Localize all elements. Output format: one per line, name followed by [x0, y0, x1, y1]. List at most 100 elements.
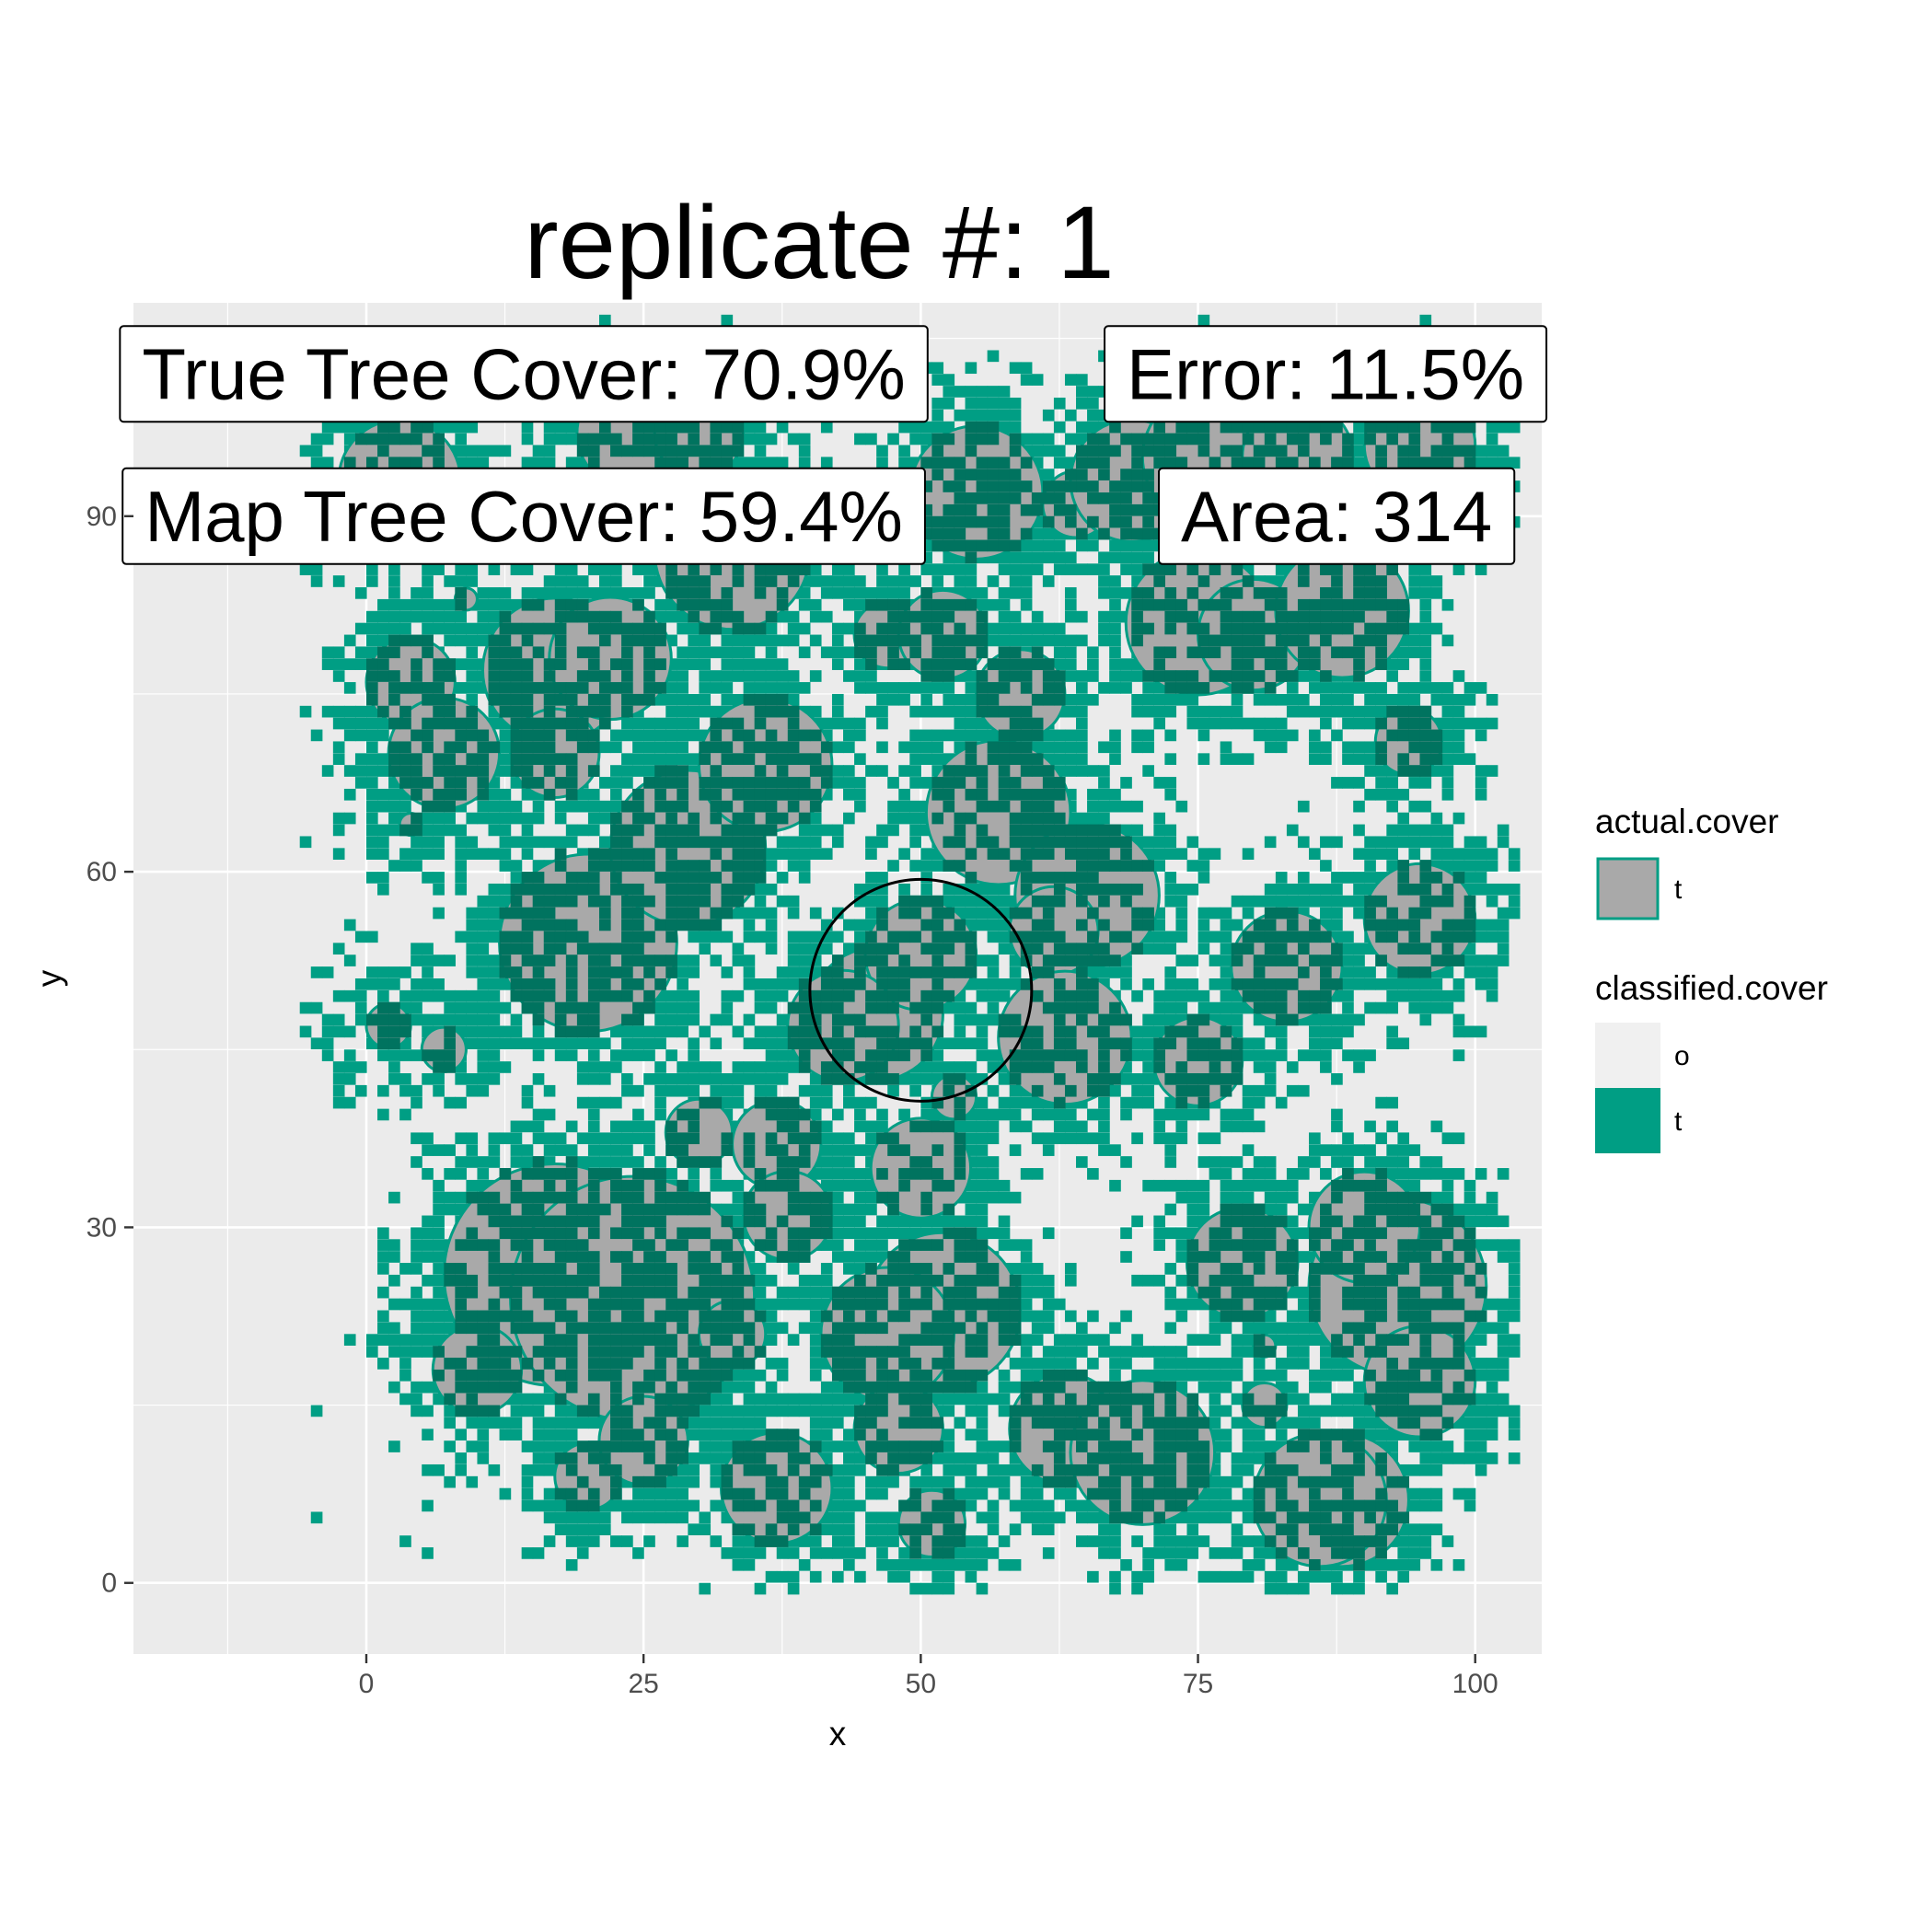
classified-cell — [754, 1417, 767, 1429]
classified-cell — [854, 919, 866, 931]
classified-cell — [809, 1417, 822, 1429]
classified-cell — [411, 1405, 422, 1417]
classified-cell — [499, 1487, 512, 1500]
classified-cell — [699, 693, 711, 706]
classified-cell — [998, 587, 1011, 599]
classified-cell — [965, 409, 978, 422]
classified-cell — [688, 646, 700, 659]
classified-cell — [576, 1061, 589, 1073]
classified-cell — [831, 836, 844, 849]
classified-cell — [422, 1381, 434, 1394]
classified-cell — [865, 872, 877, 884]
classified-cell — [554, 587, 567, 599]
classified-cell — [354, 1084, 367, 1097]
classified-cell — [699, 1073, 711, 1085]
classified-cell — [343, 1096, 356, 1109]
classified-cell — [1064, 741, 1077, 754]
classified-cell — [965, 1452, 978, 1464]
classified-cell — [865, 1511, 877, 1524]
classified-cell — [820, 717, 833, 730]
classified-cell — [854, 1096, 866, 1109]
classified-cell — [466, 1037, 479, 1050]
classified-cell — [488, 800, 501, 813]
classified-cell — [665, 741, 677, 754]
classified-cell — [444, 1191, 456, 1204]
classified-cell — [1009, 1381, 1022, 1394]
classified-cell — [699, 1523, 711, 1535]
classified-cell — [865, 1203, 877, 1216]
classified-cell — [831, 1215, 844, 1228]
classified-cell — [831, 931, 844, 943]
classified-cell — [976, 1487, 989, 1500]
classified-cell — [843, 598, 855, 611]
classified-cell — [621, 1120, 633, 1133]
classified-cell — [909, 421, 921, 434]
classified-cell — [987, 622, 1000, 635]
classified-cell — [576, 1547, 589, 1559]
classified-cell — [776, 836, 789, 849]
classified-cell — [510, 1025, 523, 1038]
classified-cell — [765, 978, 778, 990]
classified-cell — [466, 646, 479, 659]
classified-cell — [377, 610, 389, 623]
classified-cell — [721, 658, 734, 670]
classified-cell — [699, 670, 711, 682]
classified-cell — [343, 658, 356, 670]
classified-cell — [598, 1037, 611, 1050]
classified-cell — [898, 421, 910, 434]
classified-cell — [499, 860, 512, 872]
classified-cell — [488, 1049, 501, 1061]
classified-cell — [898, 1108, 910, 1121]
classified-cell — [987, 1511, 1000, 1524]
classified-cell — [422, 1405, 434, 1417]
classified-cell — [1042, 729, 1055, 742]
classified-cell — [1042, 1310, 1055, 1323]
classified-cell — [809, 634, 822, 647]
classified-cell — [365, 966, 378, 978]
classified-cell — [820, 1168, 833, 1180]
classified-cell — [710, 1179, 723, 1192]
classified-cell — [444, 989, 456, 1002]
classified-cell — [898, 445, 910, 457]
classified-cell — [1053, 563, 1066, 575]
classified-cell — [488, 812, 501, 825]
classified-cell — [1042, 1511, 1055, 1524]
classified-cell — [898, 800, 910, 813]
classified-cell — [399, 1334, 411, 1346]
classified-cell — [721, 646, 734, 659]
classified-cell — [466, 1013, 479, 1026]
classified-cell — [654, 1096, 666, 1109]
classified-cell — [820, 1263, 833, 1275]
classified-cell — [887, 587, 899, 599]
classified-cell — [721, 1203, 734, 1216]
classified-cell — [587, 1156, 600, 1168]
classified-cell — [931, 563, 944, 575]
classified-cell — [388, 800, 400, 813]
classified-cell — [732, 1025, 745, 1038]
classified-cell — [388, 824, 400, 837]
classified-cell — [931, 682, 944, 694]
classified-cell — [532, 1463, 545, 1476]
classified-cell — [1064, 1358, 1077, 1370]
classified-cell — [765, 1061, 778, 1073]
classified-cell — [632, 765, 644, 777]
classified-cell — [399, 1108, 411, 1121]
classified-cell — [1087, 1358, 1099, 1370]
classified-cell — [466, 1179, 479, 1192]
classified-cell — [976, 1558, 989, 1571]
classified-cell — [399, 1298, 411, 1311]
classified-cell — [455, 610, 468, 623]
classified-cell — [998, 409, 1011, 422]
classified-cell — [876, 693, 888, 706]
classified-cell — [776, 1322, 789, 1335]
classified-cell — [931, 860, 944, 872]
classified-cell — [510, 1120, 523, 1133]
classified-cell — [732, 989, 745, 1002]
classified-cell — [820, 1393, 833, 1406]
classified-cell — [411, 1132, 422, 1145]
classified-cell — [444, 1144, 456, 1156]
classified-cell — [743, 1061, 756, 1073]
classified-cell — [587, 1073, 600, 1085]
classified-cell — [998, 1239, 1011, 1251]
classified-cell — [965, 895, 978, 908]
